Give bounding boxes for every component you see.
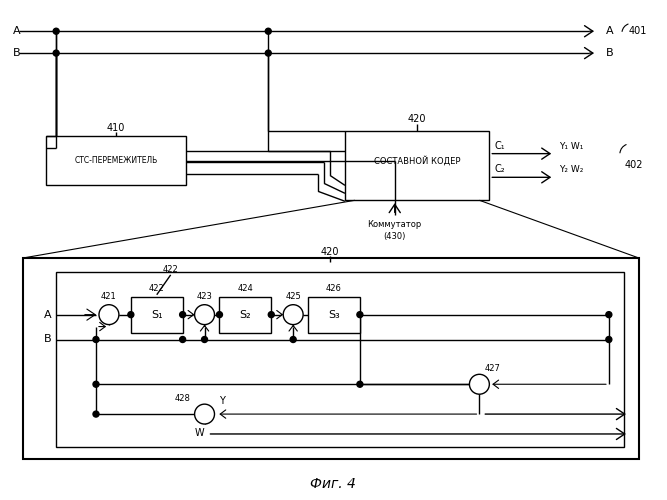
Text: (430): (430)	[384, 232, 406, 241]
Text: C₂: C₂	[494, 164, 505, 174]
Text: 420: 420	[321, 247, 340, 257]
Text: A: A	[13, 26, 21, 36]
Bar	[46, 136, 185, 186]
Text: W: W	[195, 428, 204, 438]
Bar	[131, 296, 183, 332]
Circle shape	[606, 312, 612, 318]
Text: 401: 401	[629, 26, 647, 36]
Bar	[345, 130, 490, 200]
Circle shape	[99, 304, 119, 324]
Text: 424: 424	[237, 284, 253, 294]
Text: 421: 421	[101, 292, 117, 301]
Bar	[308, 296, 360, 332]
Text: B: B	[606, 48, 614, 58]
Circle shape	[195, 304, 215, 324]
Text: 422: 422	[149, 284, 165, 294]
Text: A: A	[606, 26, 614, 36]
Bar	[219, 296, 271, 332]
Circle shape	[283, 304, 303, 324]
Circle shape	[268, 312, 274, 318]
Text: Фиг. 4: Фиг. 4	[310, 476, 356, 490]
Bar	[23, 258, 639, 459]
Circle shape	[93, 382, 99, 387]
Circle shape	[357, 382, 363, 387]
Text: СТС-ПЕРЕМЕЖИТЕЛЬ: СТС-ПЕРЕМЕЖИТЕЛЬ	[74, 156, 157, 165]
Circle shape	[290, 336, 296, 342]
Circle shape	[217, 312, 223, 318]
Circle shape	[201, 336, 207, 342]
Circle shape	[93, 411, 99, 417]
Text: 422: 422	[163, 266, 179, 274]
Text: 420: 420	[408, 114, 426, 124]
Circle shape	[179, 336, 185, 342]
Text: C₁: C₁	[494, 140, 505, 150]
Circle shape	[53, 28, 59, 34]
Circle shape	[195, 404, 215, 424]
Text: Y₁ W₁: Y₁ W₁	[559, 142, 584, 150]
Circle shape	[470, 374, 490, 394]
Text: 423: 423	[197, 292, 213, 301]
Text: 427: 427	[484, 364, 500, 373]
Circle shape	[265, 50, 271, 56]
Text: 428: 428	[175, 394, 191, 402]
Text: B: B	[13, 48, 21, 58]
Text: S₂: S₂	[239, 310, 251, 320]
Bar	[56, 272, 624, 447]
Circle shape	[179, 312, 185, 318]
Text: 425: 425	[285, 292, 301, 301]
Text: S₃: S₃	[328, 310, 340, 320]
Text: Коммутатор: Коммутатор	[368, 220, 422, 229]
Text: 402: 402	[625, 160, 643, 170]
Text: Y: Y	[219, 396, 225, 406]
Circle shape	[606, 336, 612, 342]
Text: Y₂ W₂: Y₂ W₂	[559, 166, 584, 174]
Circle shape	[93, 336, 99, 342]
Text: 410: 410	[107, 122, 125, 132]
Text: S₁: S₁	[151, 310, 163, 320]
Text: A: A	[43, 310, 51, 320]
Circle shape	[128, 312, 134, 318]
Circle shape	[53, 50, 59, 56]
Circle shape	[357, 312, 363, 318]
Text: СОСТАВНОЙ КОДЕР: СОСТАВНОЙ КОДЕР	[374, 156, 460, 166]
Circle shape	[265, 28, 271, 34]
Text: B: B	[43, 334, 51, 344]
Text: 426: 426	[326, 284, 342, 294]
